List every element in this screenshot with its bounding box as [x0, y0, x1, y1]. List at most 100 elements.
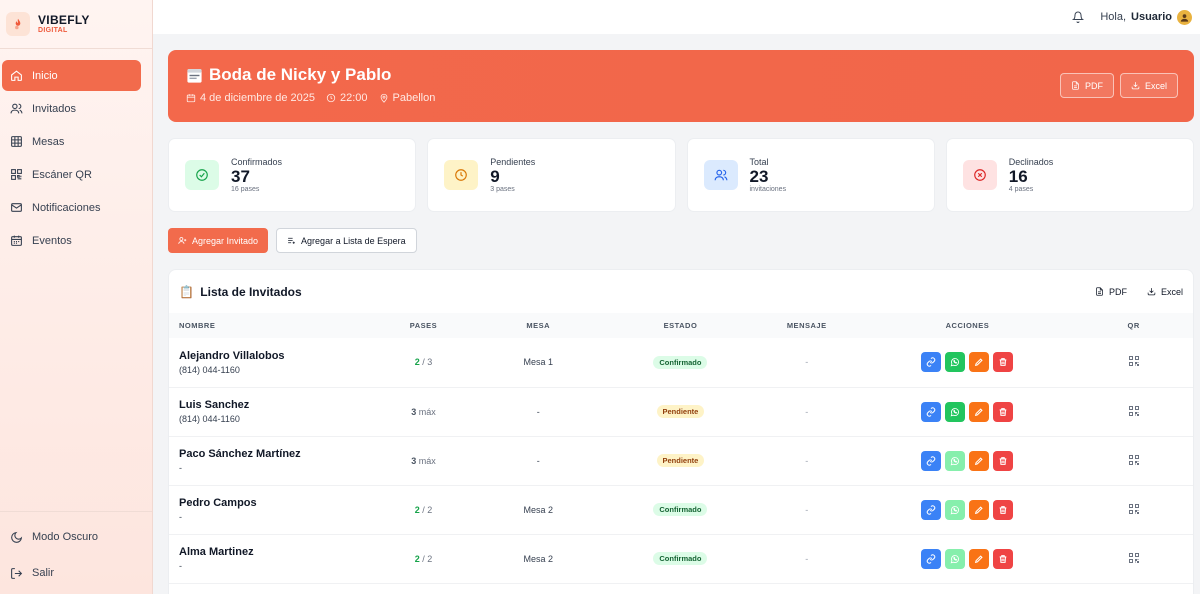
list-excel-button[interactable]: Excel — [1147, 287, 1183, 297]
guest-name-cell: Luis Sanchez (814) 044-1160 — [169, 387, 379, 436]
pases-used: 3 — [411, 406, 417, 417]
sidebar-item-invitados[interactable]: Invitados — [2, 93, 141, 124]
trash-icon — [1000, 358, 1007, 367]
download-icon — [1147, 288, 1156, 296]
list-plus-icon — [288, 237, 295, 244]
guest-pases: 2 / 3 — [379, 338, 469, 387]
sidebar-item-label: Salir — [32, 567, 55, 579]
whatsapp-button[interactable] — [945, 450, 966, 471]
stat-label: Confirmados — [231, 157, 283, 167]
sidebar-item-mesas[interactable]: Mesas — [2, 126, 141, 157]
sidebar-item-inicio[interactable]: Inicio — [2, 60, 141, 91]
column-header[interactable]: MESA — [526, 321, 551, 330]
guest-name[interactable]: Alma Martinez — [179, 546, 254, 558]
guest-name[interactable]: Pedro Campos — [179, 497, 257, 509]
bell-icon[interactable] — [1072, 11, 1085, 23]
event-title: Boda de Nicky y Pablo — [209, 65, 392, 84]
dark-mode-toggle[interactable]: Modo Oscuro — [2, 520, 141, 554]
delete-button[interactable] — [993, 401, 1014, 422]
delete-button[interactable] — [993, 450, 1014, 471]
qr-code-icon[interactable] — [1128, 454, 1140, 468]
guest-qr-cell — [1074, 338, 1193, 387]
export-buttons: PDF Excel — [1059, 73, 1178, 98]
delete-button[interactable] — [993, 499, 1014, 520]
whatsapp-button[interactable] — [945, 548, 966, 569]
qr-scan-icon — [11, 169, 22, 180]
user-name[interactable]: Usuario — [1131, 11, 1172, 23]
guest-list-title: Lista de Invitados — [200, 284, 302, 299]
table-row: Alma Martinez - 2 / 2 Mesa 2 Confirmado … — [169, 534, 1193, 583]
sidebar-item-notificaciones[interactable]: Notificaciones — [2, 192, 141, 223]
column-header[interactable]: NOMBRE — [179, 321, 216, 330]
sidebar-item-eventos[interactable]: Eventos — [2, 225, 141, 256]
stat-value: 16 — [1008, 167, 1028, 186]
stat-sub: 3 pases — [490, 186, 515, 193]
copy-link-button[interactable] — [921, 401, 942, 422]
whatsapp-button[interactable] — [945, 352, 966, 373]
add-guest-label: Agregar Invitado — [192, 235, 259, 246]
brand[interactable]: VIBEFLY DIGITAL — [0, 0, 152, 49]
delete-button[interactable] — [993, 548, 1014, 569]
guest-name-cell: Paco Sánchez Martínez - — [169, 436, 379, 485]
guest-estado-cell: Confirmado — [608, 534, 753, 583]
logout-button[interactable]: Salir — [2, 556, 141, 590]
avatar[interactable] — [1177, 9, 1192, 25]
guest-phone: - — [179, 512, 182, 522]
calendar-icon — [11, 235, 22, 246]
add-waitlist-button[interactable]: Agregar a Lista de Espera — [276, 228, 417, 253]
guest-name[interactable]: Alejandro Villalobos — [179, 349, 285, 362]
qr-code-icon[interactable] — [1128, 405, 1140, 419]
trash-icon — [1000, 505, 1007, 514]
event-title-row: Boda de Nicky y Pablo — [186, 65, 1176, 85]
edit-button[interactable] — [969, 450, 990, 471]
whatsapp-button[interactable] — [945, 401, 966, 422]
copy-link-button[interactable] — [921, 450, 942, 471]
copy-link-button[interactable] — [921, 352, 942, 373]
guest-list-card: 📋 Lista de Invitados PDF Excel NOMBRE PA… — [168, 269, 1194, 594]
brand-subtitle: DIGITAL — [38, 27, 68, 34]
copy-link-button[interactable] — [921, 548, 942, 569]
x-circle-icon — [962, 160, 997, 190]
column-header[interactable]: MENSAJE — [786, 321, 827, 330]
guest-mensaje: - — [805, 406, 809, 417]
guest-mensaje: - — [805, 357, 809, 368]
column-header[interactable]: ESTADO — [663, 321, 698, 330]
brand-name: VIBEFLY — [38, 13, 90, 27]
sidebar-item-escaner-qr[interactable]: Escáner QR — [2, 159, 141, 190]
trash-icon — [1000, 554, 1007, 563]
stat-label: Pendientes — [490, 157, 536, 167]
list-pdf-button[interactable]: PDF — [1095, 287, 1127, 297]
moon-icon — [11, 531, 23, 543]
sidebar-item-label: Mesas — [32, 135, 65, 148]
file-icon — [1096, 287, 1103, 296]
export-pdf-button[interactable]: PDF — [1059, 73, 1114, 98]
clock-icon — [326, 93, 336, 103]
add-guest-button[interactable]: Agregar Invitado — [168, 228, 269, 253]
file-icon — [1072, 81, 1079, 90]
qr-code-icon[interactable] — [1128, 552, 1140, 566]
column-header[interactable]: PASES — [409, 321, 438, 330]
export-excel-button[interactable]: Excel — [1119, 73, 1178, 98]
column-header: QR — [1127, 321, 1140, 330]
edit-button[interactable] — [969, 548, 990, 569]
guest-qr-cell — [1074, 387, 1193, 436]
link-icon — [927, 406, 936, 417]
stat-value: 9 — [490, 167, 500, 186]
edit-button[interactable] — [969, 499, 990, 520]
guest-name[interactable]: Paco Sánchez Martínez — [179, 448, 301, 460]
edit-button[interactable] — [969, 352, 990, 373]
qr-code-icon[interactable] — [1128, 503, 1140, 517]
sidebar-item-label: Invitados — [32, 102, 77, 115]
event-time-text: 22:00 — [339, 92, 368, 104]
pases-rest: / 3 — [422, 357, 433, 368]
edit-button[interactable] — [969, 401, 990, 422]
qr-code-icon[interactable] — [1128, 356, 1140, 369]
guest-qr-cell — [1074, 436, 1193, 485]
guest-name[interactable]: Luis Sanchez — [179, 399, 250, 411]
copy-link-button[interactable] — [921, 499, 942, 520]
stat-confirmados: Confirmados 37 16 pases — [168, 138, 417, 212]
delete-button[interactable] — [993, 352, 1014, 373]
status-badge: Pendiente — [656, 454, 705, 467]
pases-rest: máx — [418, 455, 436, 466]
whatsapp-button[interactable] — [945, 499, 966, 520]
